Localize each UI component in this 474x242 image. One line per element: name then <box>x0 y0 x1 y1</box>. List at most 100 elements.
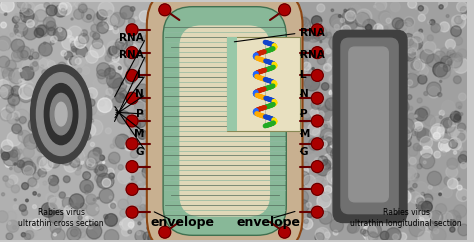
Circle shape <box>295 60 310 75</box>
Bar <box>227 37 237 131</box>
Circle shape <box>357 60 361 63</box>
Circle shape <box>111 98 121 108</box>
Text: P: P <box>300 109 307 119</box>
Circle shape <box>112 55 119 62</box>
Circle shape <box>14 14 20 19</box>
Circle shape <box>8 94 20 106</box>
Circle shape <box>386 18 391 23</box>
Circle shape <box>457 133 465 140</box>
Circle shape <box>312 129 320 136</box>
Circle shape <box>97 63 110 76</box>
Circle shape <box>363 19 376 33</box>
Circle shape <box>390 103 394 107</box>
Circle shape <box>437 219 442 225</box>
Circle shape <box>37 156 47 166</box>
Circle shape <box>312 159 325 172</box>
Circle shape <box>46 5 57 16</box>
Circle shape <box>418 231 432 242</box>
Circle shape <box>139 55 144 60</box>
Circle shape <box>403 65 409 71</box>
Circle shape <box>407 59 422 73</box>
Circle shape <box>120 6 133 19</box>
Circle shape <box>450 13 464 27</box>
Circle shape <box>423 41 436 54</box>
Circle shape <box>415 182 428 194</box>
Circle shape <box>43 181 47 185</box>
Circle shape <box>108 65 114 72</box>
Circle shape <box>330 115 343 128</box>
Circle shape <box>17 0 25 8</box>
Circle shape <box>439 212 453 225</box>
Circle shape <box>75 169 81 175</box>
Circle shape <box>287 222 299 234</box>
Circle shape <box>443 119 452 128</box>
Circle shape <box>377 48 382 53</box>
Circle shape <box>431 185 439 193</box>
Circle shape <box>337 196 346 206</box>
Circle shape <box>442 187 452 198</box>
Circle shape <box>360 179 363 182</box>
Circle shape <box>408 0 417 8</box>
Circle shape <box>374 97 382 106</box>
Circle shape <box>421 201 432 212</box>
Circle shape <box>312 34 319 42</box>
Circle shape <box>318 99 330 112</box>
Circle shape <box>13 205 18 209</box>
Circle shape <box>375 89 387 101</box>
Circle shape <box>353 14 362 23</box>
Circle shape <box>347 224 357 233</box>
Circle shape <box>126 92 138 104</box>
Circle shape <box>36 104 41 109</box>
Circle shape <box>164 233 166 236</box>
Circle shape <box>64 176 70 183</box>
Circle shape <box>14 147 17 150</box>
Circle shape <box>74 92 80 98</box>
Circle shape <box>379 11 391 23</box>
Circle shape <box>394 37 397 39</box>
Circle shape <box>12 16 19 23</box>
Circle shape <box>380 41 393 53</box>
Circle shape <box>36 140 49 153</box>
Circle shape <box>113 28 118 34</box>
Circle shape <box>386 89 391 93</box>
Circle shape <box>289 157 297 165</box>
Circle shape <box>12 69 27 84</box>
Circle shape <box>346 120 352 125</box>
Circle shape <box>27 96 29 98</box>
Circle shape <box>291 95 300 104</box>
Circle shape <box>103 161 105 164</box>
Circle shape <box>114 26 118 30</box>
Circle shape <box>356 68 363 74</box>
Circle shape <box>83 132 91 140</box>
Circle shape <box>288 147 298 157</box>
Circle shape <box>437 127 444 134</box>
Circle shape <box>314 98 323 107</box>
Circle shape <box>1 67 8 74</box>
Circle shape <box>373 121 382 130</box>
Circle shape <box>77 229 86 238</box>
Circle shape <box>330 148 343 160</box>
Circle shape <box>382 152 389 159</box>
Circle shape <box>135 102 144 111</box>
Circle shape <box>23 147 34 158</box>
Circle shape <box>311 69 323 81</box>
Circle shape <box>74 1 81 8</box>
Circle shape <box>347 174 361 188</box>
Circle shape <box>137 145 140 149</box>
Circle shape <box>303 162 309 167</box>
Circle shape <box>352 69 365 82</box>
Circle shape <box>158 127 160 129</box>
Circle shape <box>357 139 372 155</box>
Circle shape <box>399 21 414 37</box>
Text: P: P <box>136 109 144 119</box>
Circle shape <box>17 160 25 167</box>
Circle shape <box>8 175 18 185</box>
Circle shape <box>441 100 455 114</box>
Circle shape <box>374 138 379 143</box>
Circle shape <box>146 208 153 214</box>
Circle shape <box>451 26 461 37</box>
Circle shape <box>346 153 356 164</box>
Circle shape <box>79 212 84 216</box>
Circle shape <box>20 9 34 23</box>
Circle shape <box>13 52 20 58</box>
